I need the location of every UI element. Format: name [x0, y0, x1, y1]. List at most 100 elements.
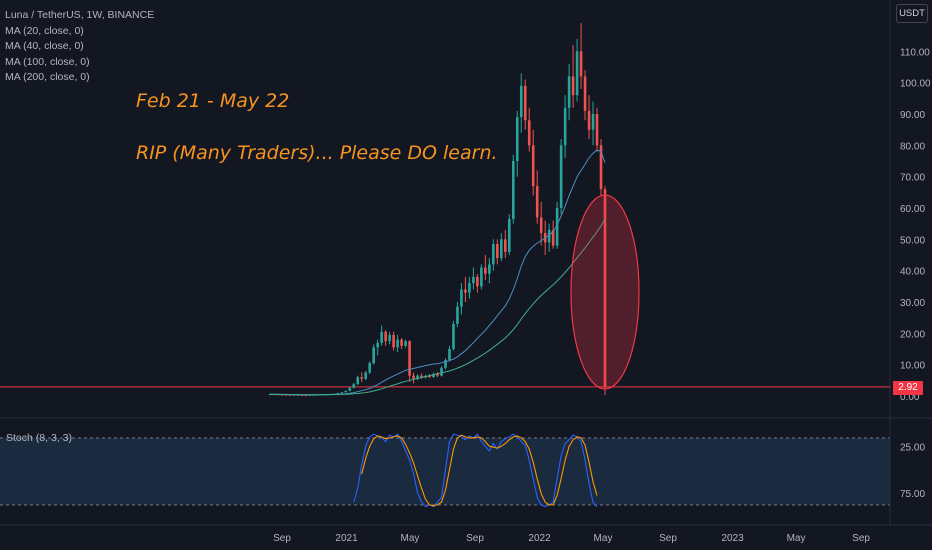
time-tick-label: 2023 [721, 533, 744, 544]
candle-body [559, 145, 563, 208]
candle-body [372, 347, 375, 364]
candle-body [480, 267, 483, 287]
candle-body [507, 218, 511, 252]
candle-body [591, 114, 595, 130]
chart-legend: Luna / TetherUS, 1W, BINANCE MA (20, clo… [5, 8, 154, 86]
candle-body [376, 342, 379, 348]
time-tick-label: 2021 [335, 533, 358, 544]
ma-slow-line [270, 218, 606, 396]
annotation-message[interactable]: RIP (Many Traders)... Please DO learn. [136, 142, 498, 164]
candle-body [603, 189, 607, 387]
candle-body [496, 244, 499, 259]
stoch-tick-label: 75.00 [900, 489, 925, 500]
last-price-badge: 2.92 [893, 381, 923, 395]
candle-body [432, 374, 435, 378]
candle-body [468, 283, 471, 293]
candle-body [563, 107, 567, 146]
candle-body [348, 387, 352, 391]
candle-body [412, 375, 415, 379]
candle-body [384, 331, 387, 342]
candle-body [356, 377, 360, 385]
time-tick-label: Sep [273, 533, 291, 544]
legend-symbol[interactable]: Luna / TetherUS, 1W, BINANCE [5, 9, 155, 21]
price-tick-label: 0.00 [900, 392, 920, 403]
candle-body [476, 276, 479, 287]
candle-body [428, 375, 431, 378]
candle-body [472, 276, 475, 284]
candle-body [527, 120, 531, 146]
candle-body [444, 359, 447, 368]
price-tick-label: 30.00 [900, 298, 925, 309]
candle-body [551, 229, 555, 246]
candle-body [452, 323, 455, 349]
stoch-legend[interactable]: Stoch (8, 3, 3) [6, 432, 72, 444]
candle-body [344, 390, 348, 393]
price-tick-label: 80.00 [900, 141, 925, 152]
candle-body [583, 76, 587, 111]
candle-body [292, 394, 296, 396]
candle-body [599, 145, 603, 190]
candle-body [515, 117, 519, 161]
currency-unit-button[interactable]: USDT [896, 4, 928, 23]
candle-body [484, 267, 487, 274]
price-axis[interactable]: 0.00 10.00 20.00 30.00 40.00 50.00 60.00 70.00 8… [900, 47, 931, 403]
candle-body [400, 339, 403, 346]
candle-body [396, 339, 399, 348]
time-axis[interactable]: Sep 2021 May Sep 2022 May Sep 2023 May Sep [273, 533, 870, 544]
candle-body [464, 289, 467, 293]
candle-body [500, 239, 503, 259]
candle-body [288, 394, 292, 396]
candle-body [539, 217, 543, 234]
candle-body [296, 394, 300, 396]
candle-body [416, 375, 419, 379]
candle-body [460, 289, 463, 307]
highlight-ellipse [570, 194, 640, 390]
stoch-d-line [361, 434, 598, 507]
candle-body [448, 349, 451, 360]
time-tick-label: May [401, 533, 420, 544]
time-tick-label: Sep [659, 533, 677, 544]
candle-body [531, 145, 535, 187]
candle-body [304, 394, 308, 396]
time-tick-label: May [594, 533, 613, 544]
legend-ma-20[interactable]: MA (20, close, 0) [5, 24, 84, 37]
candle-body [523, 85, 527, 121]
candle-body [488, 264, 491, 274]
price-tick-label: 50.00 [900, 235, 925, 246]
candle-body [352, 384, 356, 388]
legend-ma-200[interactable]: MA (200, close, 0) [5, 71, 90, 84]
annotation-date-range[interactable]: Feb 21 - May 22 [136, 90, 290, 112]
candle-body [300, 394, 304, 396]
candle-body [392, 334, 395, 348]
price-tick-label: 20.00 [900, 329, 925, 340]
candle-body [388, 334, 391, 342]
candle-body [519, 85, 523, 118]
price-tick-label: 60.00 [900, 204, 925, 215]
candle-body [336, 393, 340, 395]
candle-body [587, 110, 591, 130]
candle-body [308, 394, 312, 396]
candle-body [436, 374, 439, 376]
candle-body [408, 341, 411, 376]
candle-body [456, 306, 459, 324]
candle-body [503, 239, 507, 252]
price-tick-label: 90.00 [900, 110, 925, 121]
candle-body [567, 76, 571, 108]
price-tick-label: 40.00 [900, 267, 925, 278]
price-tick-label: 110.00 [900, 47, 930, 58]
candle-body [312, 394, 316, 396]
legend-ma-100[interactable]: MA (100, close, 0) [5, 55, 90, 68]
legend-ma-40[interactable]: MA (40, close, 0) [5, 40, 84, 53]
candle-body [579, 51, 583, 77]
candle-body [535, 186, 539, 218]
candle-body [511, 161, 515, 219]
candle-body [364, 372, 368, 379]
price-tick-label: 70.00 [900, 173, 925, 184]
time-tick-label: May [787, 533, 806, 544]
candle-body [547, 229, 551, 243]
candle-body [340, 392, 344, 394]
price-tick-label: 10.00 [900, 361, 925, 372]
candle-body [284, 394, 288, 396]
time-tick-label: Sep [852, 533, 870, 544]
